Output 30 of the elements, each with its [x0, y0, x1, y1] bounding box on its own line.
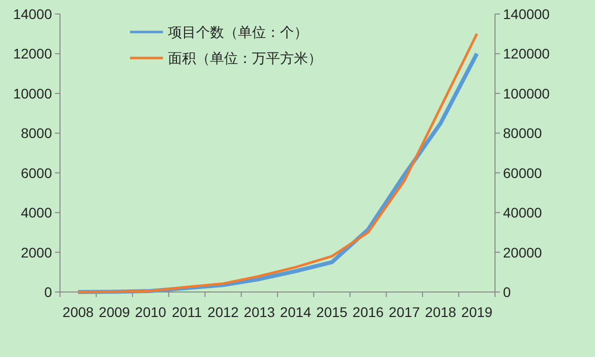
x-tick-label: 2017	[388, 304, 420, 320]
y2-tick-label: 40000	[503, 204, 542, 221]
x-tick-label: 2014	[280, 304, 312, 320]
y-tick-label: 10000	[13, 85, 52, 102]
y2-tick-label: 20000	[503, 244, 542, 260]
y2-tick-label: 100000	[503, 85, 550, 102]
legend-label: 面积（单位：万平方米）	[168, 50, 322, 66]
y-tick-label: 14000	[13, 6, 52, 22]
legend-label: 项目个数（单位：个）	[168, 24, 308, 40]
y2-tick-label: 0	[503, 284, 511, 300]
x-tick-label: 2011	[172, 304, 202, 320]
x-tick-label: 2012	[208, 304, 239, 320]
y2-tick-label: 120000	[503, 46, 550, 62]
x-tick-label: 2018	[425, 304, 456, 320]
x-tick-label: 2016	[352, 304, 384, 320]
y-tick-label: 0	[44, 284, 52, 300]
y-tick-label: 2000	[20, 244, 52, 260]
x-tick-label: 2009	[98, 304, 130, 320]
y-tick-label: 4000	[20, 204, 52, 221]
x-tick-label: 2015	[316, 304, 348, 320]
y2-tick-label: 60000	[503, 164, 542, 181]
y-tick-label: 8000	[20, 125, 52, 142]
x-tick-label: 2010	[135, 304, 166, 320]
x-tick-label: 2019	[461, 304, 493, 320]
y2-tick-label: 140000	[503, 6, 550, 22]
x-tick-label: 2008	[62, 304, 94, 320]
y2-tick-label: 80000	[503, 125, 542, 142]
x-tick-label: 2013	[244, 304, 276, 320]
y-tick-label: 12000	[13, 46, 52, 62]
y-tick-label: 6000	[20, 164, 52, 181]
